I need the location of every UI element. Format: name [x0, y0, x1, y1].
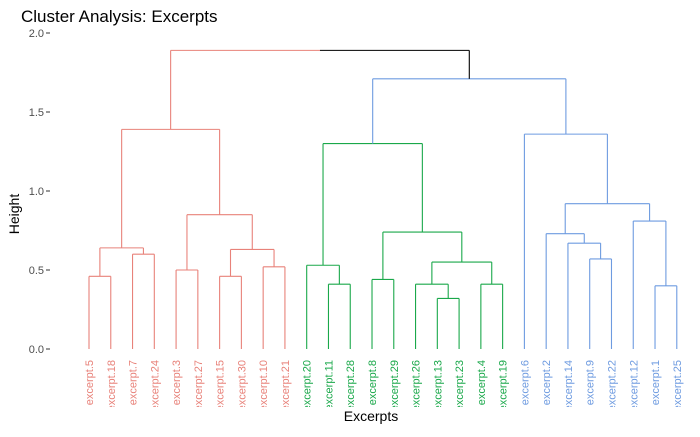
leaf-label: excerpt.25: [672, 360, 684, 411]
y-tick-label: 0.5: [29, 265, 44, 277]
leaf-label: excerpt.20: [302, 360, 314, 411]
leaf-label: excerpt.8: [367, 360, 379, 405]
leaf-label: excerpt.27: [193, 360, 205, 411]
leaf-label: excerpt.1: [650, 360, 662, 405]
leaf-label: excerpt.23: [454, 360, 466, 411]
y-axis-title: Height: [6, 194, 22, 235]
leaf-label: excerpt.19: [498, 360, 510, 411]
leaf-label: excerpt.3: [171, 360, 183, 405]
y-tick-label: 1.0: [29, 186, 44, 198]
leaf-label: excerpt.6: [519, 360, 531, 405]
leaf-label: excerpt.18: [106, 360, 118, 411]
leaf-label: excerpt.22: [606, 360, 618, 411]
leaf-label: excerpt.10: [258, 360, 270, 411]
leaf-label: excerpt.4: [476, 360, 488, 405]
y-tick-label: 0.0: [29, 344, 44, 356]
leaf-label: excerpt.13: [432, 360, 444, 411]
leaf-label: excerpt.30: [236, 360, 248, 411]
leaf-label: excerpt.7: [128, 360, 140, 405]
leaf-label: excerpt.21: [280, 360, 292, 411]
chart-title: Cluster Analysis: Excerpts: [21, 7, 218, 26]
leaf-label: excerpt.12: [628, 360, 640, 411]
leaf-label: excerpt.26: [411, 360, 423, 411]
x-axis-title: Excerpts: [344, 408, 398, 424]
y-tick-label: 1.5: [29, 107, 44, 119]
y-tick-label: 2.0: [29, 28, 44, 40]
leaf-label: excerpt.9: [585, 360, 597, 405]
leaf-label: excerpt.2: [541, 360, 553, 405]
dendrogram-branches: [88, 49, 678, 349]
leaf-label: excerpt.15: [215, 360, 227, 411]
leaf-label: excerpt.24: [149, 360, 161, 411]
leaf-label: excerpt.14: [563, 360, 575, 411]
y-axis: 0.0 0.5 1.0 1.5 2.0: [29, 28, 50, 356]
leaf-label: excerpt.28: [345, 360, 357, 411]
leaf-label: excerpt.29: [389, 360, 401, 411]
leaf-label: excerpt.5: [84, 360, 96, 405]
leaf-label: excerpt.11: [323, 360, 335, 411]
leaf-labels: excerpt.5 excerpt.18 excerpt.7 excerpt.24 ex…: [84, 360, 684, 411]
